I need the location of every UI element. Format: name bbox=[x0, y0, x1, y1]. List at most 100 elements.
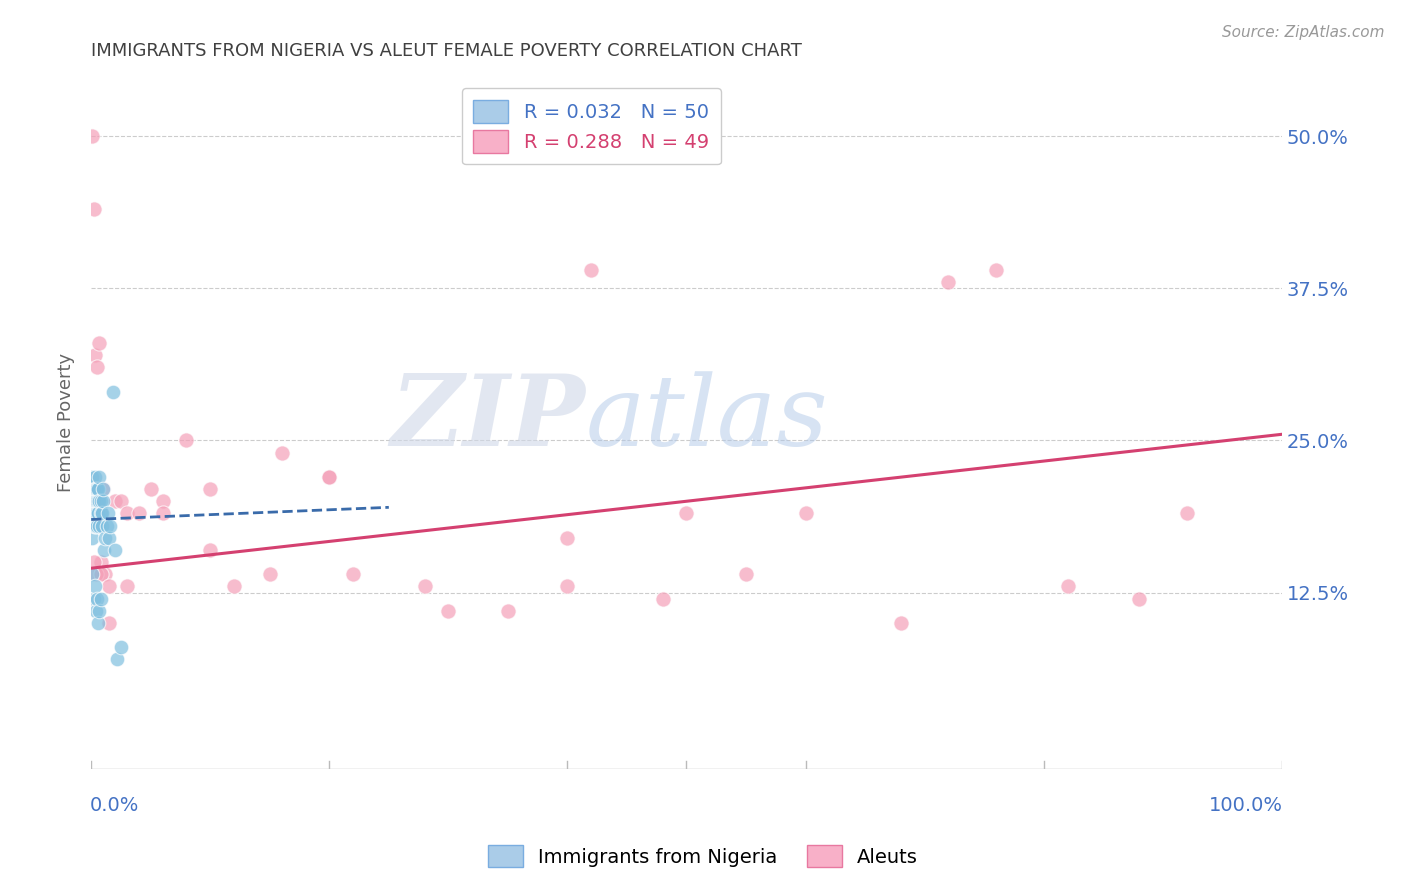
Point bbox=[139, 482, 162, 496]
Point bbox=[97, 507, 120, 521]
Point bbox=[413, 579, 436, 593]
Point bbox=[82, 129, 104, 144]
Point bbox=[342, 567, 364, 582]
Point bbox=[84, 494, 107, 508]
Point bbox=[890, 615, 912, 630]
Point bbox=[83, 494, 105, 508]
Point bbox=[87, 482, 110, 496]
Point bbox=[82, 470, 104, 484]
Point bbox=[83, 470, 105, 484]
Legend: Immigrants from Nigeria, Aleuts: Immigrants from Nigeria, Aleuts bbox=[479, 837, 927, 875]
Point bbox=[89, 494, 111, 508]
Point bbox=[84, 482, 107, 496]
Point bbox=[90, 507, 112, 521]
Point bbox=[89, 604, 111, 618]
Point bbox=[83, 518, 105, 533]
Point bbox=[91, 482, 114, 496]
Point bbox=[200, 482, 222, 496]
Point bbox=[86, 507, 108, 521]
Text: 100.0%: 100.0% bbox=[1209, 796, 1284, 814]
Text: 0.0%: 0.0% bbox=[90, 796, 139, 814]
Point bbox=[94, 531, 117, 545]
Point bbox=[89, 336, 111, 351]
Point bbox=[101, 384, 124, 399]
Text: ZIP: ZIP bbox=[391, 370, 585, 467]
Point bbox=[90, 567, 112, 582]
Point bbox=[87, 615, 110, 630]
Point bbox=[90, 518, 112, 533]
Point bbox=[557, 579, 579, 593]
Point bbox=[128, 507, 150, 521]
Point bbox=[87, 494, 110, 508]
Point bbox=[90, 591, 112, 606]
Text: IMMIGRANTS FROM NIGERIA VS ALEUT FEMALE POVERTY CORRELATION CHART: IMMIGRANTS FROM NIGERIA VS ALEUT FEMALE … bbox=[91, 42, 801, 60]
Point bbox=[115, 579, 138, 593]
Point bbox=[98, 615, 121, 630]
Text: atlas: atlas bbox=[585, 371, 828, 467]
Point bbox=[91, 494, 114, 508]
Point bbox=[94, 567, 117, 582]
Point bbox=[115, 507, 138, 521]
Point bbox=[83, 482, 105, 496]
Point bbox=[93, 543, 115, 558]
Point bbox=[86, 482, 108, 496]
Point bbox=[200, 543, 222, 558]
Point bbox=[496, 604, 519, 618]
Point bbox=[176, 434, 198, 448]
Point bbox=[84, 507, 107, 521]
Point bbox=[83, 348, 105, 362]
Point bbox=[83, 202, 105, 216]
Point bbox=[87, 507, 110, 521]
Point bbox=[98, 518, 121, 533]
Point bbox=[89, 518, 111, 533]
Point bbox=[90, 507, 112, 521]
Point bbox=[83, 591, 105, 606]
Point bbox=[83, 507, 105, 521]
Point bbox=[152, 494, 174, 508]
Point bbox=[84, 482, 107, 496]
Point bbox=[96, 518, 118, 533]
Point bbox=[86, 360, 108, 375]
Point bbox=[1175, 507, 1198, 521]
Point bbox=[83, 579, 105, 593]
Point bbox=[82, 531, 104, 545]
Point bbox=[581, 263, 603, 277]
Point bbox=[84, 518, 107, 533]
Point bbox=[84, 567, 107, 582]
Point bbox=[83, 482, 105, 496]
Y-axis label: Female Poverty: Female Poverty bbox=[58, 352, 75, 491]
Point bbox=[104, 494, 127, 508]
Point bbox=[437, 604, 460, 618]
Point bbox=[675, 507, 697, 521]
Point bbox=[83, 494, 105, 508]
Point bbox=[83, 555, 105, 569]
Point bbox=[82, 567, 104, 582]
Point bbox=[87, 494, 110, 508]
Point bbox=[91, 482, 114, 496]
Text: Source: ZipAtlas.com: Source: ZipAtlas.com bbox=[1222, 25, 1385, 40]
Point bbox=[98, 579, 121, 593]
Point bbox=[84, 604, 107, 618]
Point bbox=[735, 567, 758, 582]
Point bbox=[89, 470, 111, 484]
Point bbox=[222, 579, 245, 593]
Point bbox=[794, 507, 817, 521]
Point bbox=[104, 543, 127, 558]
Point bbox=[90, 494, 112, 508]
Legend: R = 0.032   N = 50, R = 0.288   N = 49: R = 0.032 N = 50, R = 0.288 N = 49 bbox=[461, 88, 721, 164]
Point bbox=[938, 275, 960, 289]
Point bbox=[90, 555, 112, 569]
Point bbox=[86, 518, 108, 533]
Point bbox=[110, 640, 132, 655]
Point bbox=[86, 494, 108, 508]
Point bbox=[259, 567, 281, 582]
Point bbox=[1056, 579, 1078, 593]
Point bbox=[83, 518, 105, 533]
Point bbox=[83, 494, 105, 508]
Point bbox=[82, 507, 104, 521]
Point bbox=[1128, 591, 1150, 606]
Point bbox=[105, 652, 128, 666]
Point bbox=[270, 445, 292, 459]
Point bbox=[110, 494, 132, 508]
Point bbox=[318, 470, 340, 484]
